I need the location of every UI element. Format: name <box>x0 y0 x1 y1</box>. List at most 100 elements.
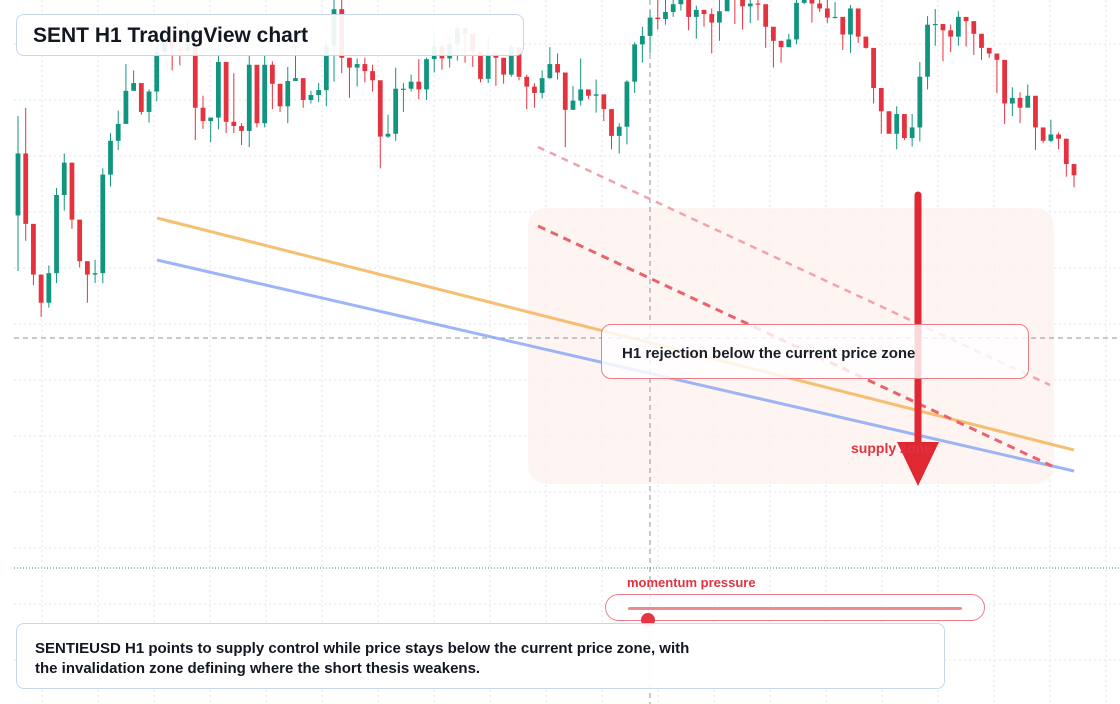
candle-body-bearish <box>971 21 977 34</box>
candle <box>770 26 776 68</box>
candle-body-bullish <box>894 114 900 134</box>
candle-body-bullish <box>293 78 298 81</box>
candle-body-bearish <box>824 8 830 18</box>
candle-body-bearish <box>878 88 884 112</box>
candle <box>925 16 930 90</box>
candle <box>948 24 954 53</box>
candle <box>1002 59 1008 124</box>
candle <box>663 0 668 25</box>
candle-body-bearish <box>986 47 992 54</box>
candle-body-bullish <box>593 94 599 96</box>
candle-body-bullish <box>717 11 722 23</box>
candle <box>77 219 83 268</box>
candle <box>734 0 736 24</box>
candle-body-bearish <box>501 57 506 75</box>
candle <box>840 16 846 50</box>
candle-body-bullish <box>100 174 106 274</box>
candle-body-bearish <box>609 109 614 136</box>
candle-body-bearish <box>1063 138 1069 165</box>
candle <box>277 83 283 112</box>
candle <box>755 0 761 21</box>
candle-body-bearish <box>763 4 769 27</box>
candle-body-bearish <box>223 61 229 122</box>
candle-body-bearish <box>377 80 383 137</box>
candle <box>794 0 799 45</box>
candle-body-bearish <box>586 89 591 96</box>
candle <box>92 259 98 284</box>
candle-body-bearish <box>478 51 483 79</box>
candle <box>994 53 1000 93</box>
candle-body-bearish <box>871 47 876 88</box>
candle <box>701 9 707 27</box>
candle <box>246 54 252 148</box>
candle-body-bearish <box>23 153 29 224</box>
candle <box>747 0 753 24</box>
candle-body-bullish <box>508 47 514 75</box>
candle <box>986 47 992 58</box>
candle <box>115 110 121 150</box>
candle-body-bullish <box>616 126 622 136</box>
candle <box>239 123 244 146</box>
candle-body-bullish <box>724 0 730 12</box>
candle-body-bearish <box>817 3 823 9</box>
candle <box>300 78 306 108</box>
candle <box>1009 87 1015 117</box>
candle <box>693 5 699 39</box>
candle <box>562 72 568 148</box>
candle <box>909 114 915 147</box>
candle <box>647 10 653 54</box>
candle-body-bullish <box>131 83 137 91</box>
candle <box>670 0 676 17</box>
candlestick-series <box>15 0 1077 317</box>
candle <box>393 67 399 141</box>
supply-zone-label: supply zone <box>851 440 932 456</box>
candle-body-bearish <box>239 126 244 131</box>
candle <box>932 9 938 46</box>
candle <box>308 90 314 104</box>
candle <box>570 85 576 110</box>
candle <box>786 33 792 48</box>
candle <box>632 42 638 93</box>
candle <box>1040 127 1046 143</box>
candle-body-bearish <box>655 17 661 20</box>
candle <box>639 26 645 63</box>
candle <box>979 33 984 60</box>
candle-body-bullish <box>670 4 676 12</box>
candle-body-bearish <box>562 72 568 110</box>
candle-body-bullish <box>393 88 399 134</box>
candle <box>146 89 152 123</box>
candle <box>123 64 129 124</box>
candle-body-bullish <box>632 44 638 82</box>
candle <box>231 73 237 134</box>
candle-body-bullish <box>832 16 838 19</box>
candle <box>963 16 969 47</box>
candle <box>1048 119 1054 143</box>
candle-body-bearish <box>709 14 715 23</box>
candle <box>824 0 830 24</box>
chart-title-box: SENT H1 TradingView chart <box>16 14 524 56</box>
candle-body-bearish <box>231 121 237 127</box>
candle <box>46 265 52 308</box>
candle-body-bullish <box>932 23 938 26</box>
candle-body-bullish <box>1025 95 1031 108</box>
candle <box>424 57 429 100</box>
candle-body-bearish <box>755 3 761 5</box>
candle-body-bullish <box>955 16 961 37</box>
candle-body-bearish <box>778 40 784 48</box>
candle <box>38 274 44 317</box>
candle <box>84 261 90 303</box>
candle-body-bullish <box>1048 134 1054 141</box>
candle <box>902 114 907 141</box>
candle <box>524 74 530 110</box>
candle <box>593 79 599 113</box>
candle-body-bearish <box>686 0 691 17</box>
candle <box>547 47 553 79</box>
candle-body-bullish <box>539 78 545 93</box>
candle <box>501 57 506 84</box>
candle-body-bearish <box>840 16 846 35</box>
candle <box>801 0 807 5</box>
candle <box>809 0 815 23</box>
candle <box>855 8 861 43</box>
candle <box>940 23 946 62</box>
momentum-track <box>628 607 962 627</box>
